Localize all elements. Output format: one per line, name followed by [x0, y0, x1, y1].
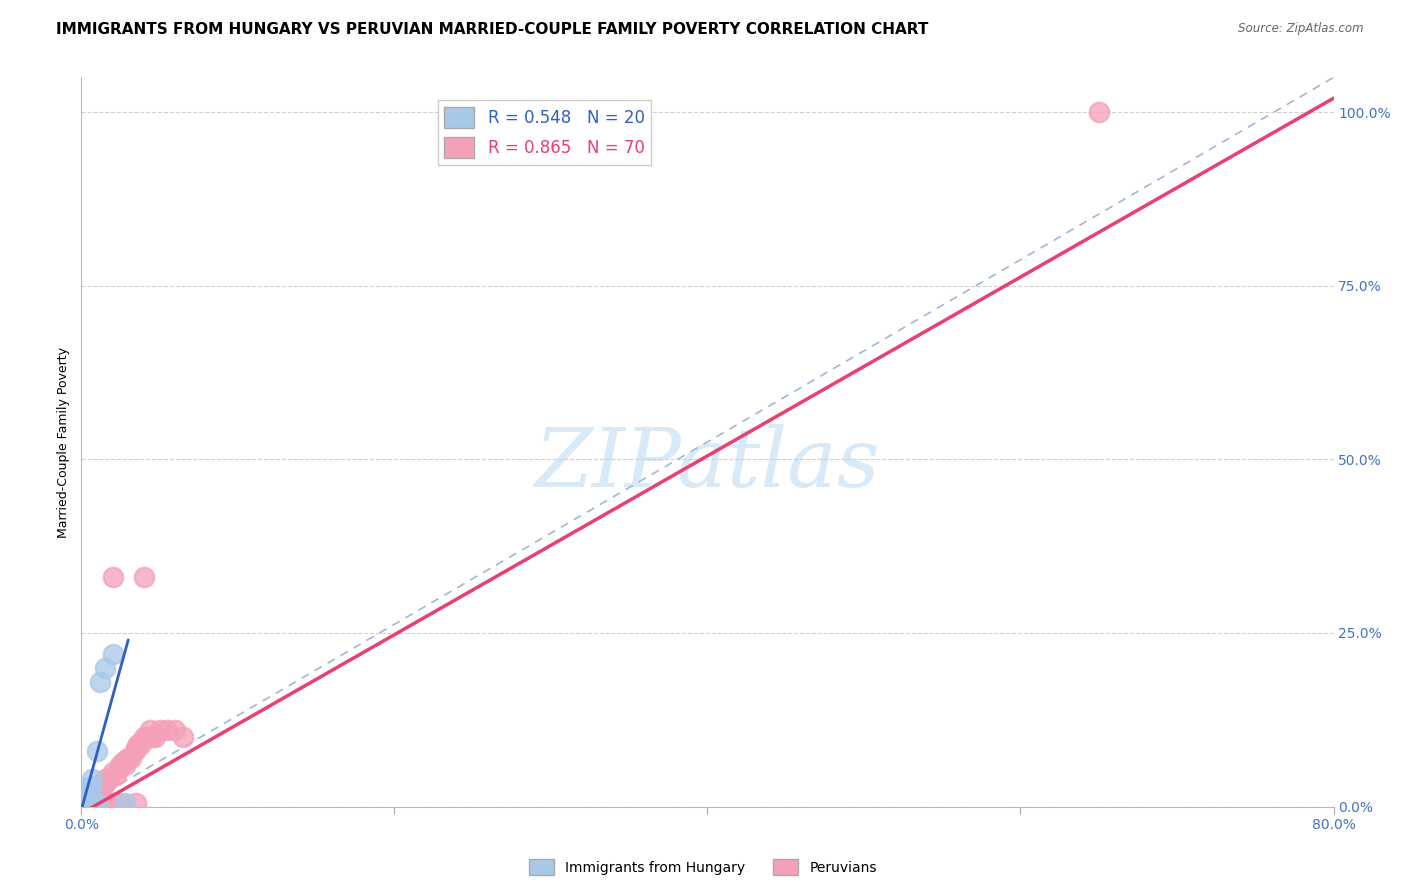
Point — [101, 796, 124, 810]
Text: Source: ZipAtlas.com: Source: ZipAtlas.com — [1239, 22, 1364, 36]
Point — [117, 751, 139, 765]
Point — [73, 789, 96, 804]
Point — [101, 647, 124, 661]
Point — [76, 796, 98, 810]
Point — [91, 775, 114, 789]
Text: IMMIGRANTS FROM HUNGARY VS PERUVIAN MARRIED-COUPLE FAMILY POVERTY CORRELATION CH: IMMIGRANTS FROM HUNGARY VS PERUVIAN MARR… — [56, 22, 928, 37]
Point — [112, 755, 135, 769]
Point — [73, 792, 96, 806]
Point — [86, 796, 108, 810]
Point — [84, 796, 107, 810]
Point — [87, 786, 110, 800]
Point — [79, 792, 101, 806]
Point — [84, 796, 107, 810]
Point — [129, 737, 152, 751]
Point — [77, 792, 100, 806]
Point — [114, 796, 136, 810]
Point — [125, 740, 148, 755]
Point — [75, 796, 97, 810]
Point — [82, 796, 104, 810]
Point — [165, 723, 187, 738]
Point — [141, 730, 163, 744]
Point — [94, 772, 117, 786]
Point — [98, 772, 121, 786]
Point — [83, 786, 105, 800]
Point — [77, 782, 100, 797]
Point — [104, 768, 127, 782]
Point — [79, 786, 101, 800]
Point — [82, 772, 104, 786]
Point — [72, 796, 94, 810]
Point — [79, 796, 101, 810]
Point — [94, 796, 117, 810]
Point — [77, 796, 100, 810]
Point — [108, 761, 131, 775]
Point — [83, 792, 105, 806]
Point — [127, 737, 149, 751]
Point — [79, 796, 101, 810]
Point — [132, 570, 155, 584]
Point — [156, 723, 179, 738]
Point — [84, 792, 107, 806]
Point — [82, 786, 104, 800]
Point — [110, 796, 132, 810]
Point — [83, 796, 105, 810]
Point — [132, 730, 155, 744]
Point — [139, 723, 162, 738]
Point — [101, 570, 124, 584]
Point — [120, 751, 142, 765]
Point — [72, 789, 94, 804]
Point — [143, 730, 166, 744]
Point — [101, 764, 124, 779]
Point — [77, 796, 100, 810]
Point — [72, 792, 94, 806]
Point — [83, 796, 105, 810]
Point — [90, 782, 112, 797]
Point — [114, 758, 136, 772]
Point — [89, 779, 111, 793]
Point — [77, 796, 100, 810]
Point — [172, 730, 194, 744]
Point — [75, 796, 97, 810]
Point — [75, 792, 97, 806]
Point — [148, 723, 170, 738]
Point — [125, 796, 148, 810]
Point — [75, 789, 97, 804]
Point — [136, 730, 159, 744]
Point — [76, 789, 98, 804]
Point — [86, 782, 108, 797]
Point — [76, 789, 98, 804]
Point — [110, 758, 132, 772]
Y-axis label: Married-Couple Family Poverty: Married-Couple Family Poverty — [58, 346, 70, 538]
Point — [76, 796, 98, 810]
Point — [79, 779, 101, 793]
Point — [72, 796, 94, 810]
Point — [73, 796, 96, 810]
Point — [79, 796, 101, 810]
Point — [124, 744, 146, 758]
Point — [73, 792, 96, 806]
Text: ZIPatlas: ZIPatlas — [534, 424, 880, 504]
Legend: Immigrants from Hungary, Peruvians: Immigrants from Hungary, Peruvians — [523, 854, 883, 880]
Point — [77, 786, 100, 800]
Point — [96, 775, 118, 789]
Legend: R = 0.548   N = 20, R = 0.865   N = 70: R = 0.548 N = 20, R = 0.865 N = 70 — [437, 101, 651, 165]
Point — [82, 792, 104, 806]
Point — [89, 674, 111, 689]
Point — [86, 744, 108, 758]
Point — [94, 661, 117, 675]
Point — [76, 796, 98, 810]
Point — [75, 796, 97, 810]
Point — [86, 796, 108, 810]
Point — [76, 792, 98, 806]
Point — [82, 796, 104, 810]
Point — [1087, 105, 1109, 120]
Point — [86, 789, 108, 804]
Point — [84, 782, 107, 797]
Point — [75, 786, 97, 800]
